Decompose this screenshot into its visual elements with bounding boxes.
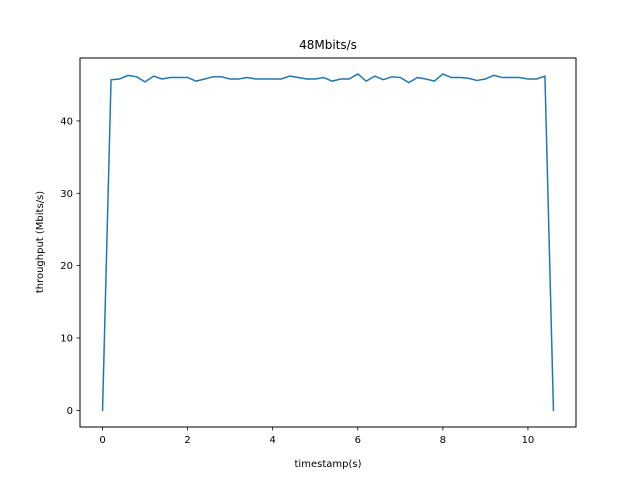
y-axis: 0 10 20 30 40	[60, 116, 80, 417]
y-tick-label: 20	[60, 261, 73, 272]
plot-frame	[79, 57, 577, 428]
series-line-0	[101, 73, 555, 412]
x-tick-label: 6	[355, 435, 361, 446]
x-tick-label: 4	[270, 435, 276, 446]
y-tick-label: 10	[60, 334, 73, 345]
y-tick-label: 0	[67, 406, 73, 417]
y-tick-label: 40	[60, 116, 73, 127]
y-tick-label: 30	[60, 189, 73, 200]
x-tick-label: 0	[99, 435, 105, 446]
x-tick-label: 8	[440, 435, 446, 446]
plot-area	[101, 73, 555, 412]
chart-title: 48Mbits/s	[299, 38, 357, 52]
y-axis-label: throughput (Mbits/s)	[35, 191, 46, 293]
x-axis: 0 2 4 6 8 10	[99, 427, 534, 446]
x-tick-label: 2	[184, 435, 190, 446]
x-axis-label: timestamp(s)	[295, 459, 362, 470]
x-tick-label: 10	[522, 435, 535, 446]
